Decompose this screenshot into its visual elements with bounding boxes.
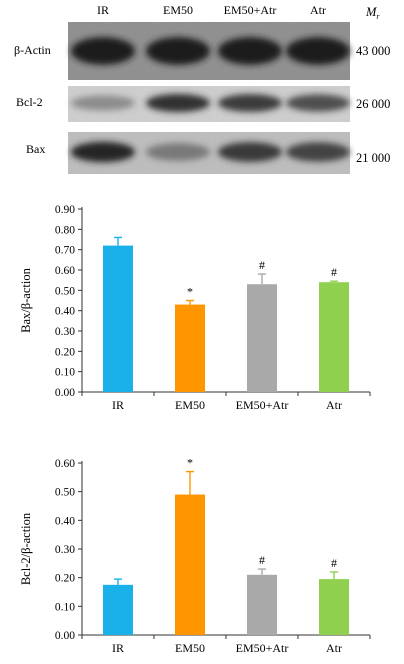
x-tick-label: IR [112, 641, 124, 655]
bar [247, 574, 277, 635]
x-tick-label: EM50+Atr [236, 398, 289, 412]
y-tick-label: 0.30 [55, 326, 75, 338]
y-tick-label: 0.10 [55, 601, 75, 613]
y-tick-label: 0.60 [55, 458, 75, 470]
blot-row-mw: 43 000 [356, 44, 390, 58]
y-tick-label: 0.10 [55, 367, 75, 379]
blot-band [286, 142, 350, 162]
y-tick-label: 0.60 [55, 265, 75, 277]
blot-band [146, 93, 210, 113]
significance-mark: * [187, 456, 193, 470]
y-tick-label: 0.80 [55, 224, 75, 236]
blot-band [146, 143, 210, 161]
bar [319, 579, 349, 635]
y-tick-label: 0.70 [55, 245, 75, 257]
y-tick-label: 0.20 [55, 573, 75, 585]
significance-mark: # [259, 258, 265, 272]
blot-band [146, 37, 210, 65]
blot-row-mw: 21 000 [356, 151, 390, 165]
y-axis-label: Bax/β-action [19, 267, 33, 332]
y-tick-label: 0.50 [55, 285, 75, 297]
x-tick-label: EM50+Atr [236, 641, 289, 655]
x-tick-label: Atr [326, 641, 342, 655]
blot-row-bcl2: Bcl-2 26 000 [16, 86, 390, 122]
blot-band [286, 94, 350, 112]
x-tick-label: EM50 [175, 641, 205, 655]
blot-row-label: Bcl-2 [16, 95, 43, 109]
blot-band [218, 94, 282, 112]
blot-row-bax: Bax 21 000 [26, 132, 390, 174]
y-tick-label: 0.30 [55, 544, 75, 556]
lane-label-atr: Atr [310, 3, 326, 17]
y-tick-label: 0.40 [55, 306, 75, 318]
significance-mark: # [259, 553, 265, 567]
mr-label: Mr [365, 5, 380, 21]
blot-band [218, 37, 282, 65]
blot-band [286, 37, 350, 65]
y-tick-label: 0.50 [55, 487, 75, 499]
y-tick-label: 0.20 [55, 346, 75, 358]
blot-row-label: Bax [26, 142, 45, 156]
bar [103, 245, 133, 392]
lane-label-ir: IR [97, 3, 109, 17]
lane-label-em50-atr: EM50+Atr [224, 3, 277, 17]
y-tick-label: 0.00 [55, 387, 75, 399]
y-tick-label: 0.90 [55, 204, 75, 216]
significance-mark: # [331, 556, 337, 570]
x-tick-label: EM50 [175, 398, 205, 412]
x-tick-label: IR [112, 398, 124, 412]
lane-label-em50: EM50 [163, 3, 193, 17]
y-tick-label: 0.00 [55, 630, 75, 642]
western-blot-panel: IR EM50 EM50+Atr Atr Mr β-Actin 43 000 B… [14, 3, 390, 174]
y-tick-label: 0.40 [55, 515, 75, 527]
significance-mark: * [187, 285, 193, 299]
blot-band [71, 37, 135, 65]
bar [247, 284, 277, 392]
bar [103, 584, 133, 635]
x-tick-label: Atr [326, 398, 342, 412]
bar [175, 494, 205, 635]
significance-mark: # [331, 265, 337, 279]
y-axis-label: Bcl-2/β-action [19, 512, 33, 585]
bcl2-bar-chart: 0.00 0.10 0.20 0.30 0.40 0.50 0.60 Bcl-2/β-acti… [19, 456, 371, 655]
blot-band [71, 95, 135, 111]
blot-row-beta-actin: β-Actin 43 000 [14, 22, 390, 80]
bax-bar-chart: 0.00 0.10 0.20 0.30 0.40 0.50 0.60 0.70 0.80 0.90… [19, 204, 371, 412]
blot-row-label: β-Actin [14, 43, 51, 57]
blot-band [71, 141, 135, 163]
blot-band [218, 142, 282, 162]
bar [319, 282, 349, 392]
bar [175, 304, 205, 392]
blot-row-mw: 26 000 [356, 97, 390, 111]
